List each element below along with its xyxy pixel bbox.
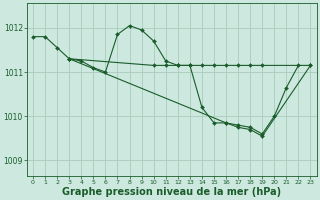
- X-axis label: Graphe pression niveau de la mer (hPa): Graphe pression niveau de la mer (hPa): [62, 187, 281, 197]
